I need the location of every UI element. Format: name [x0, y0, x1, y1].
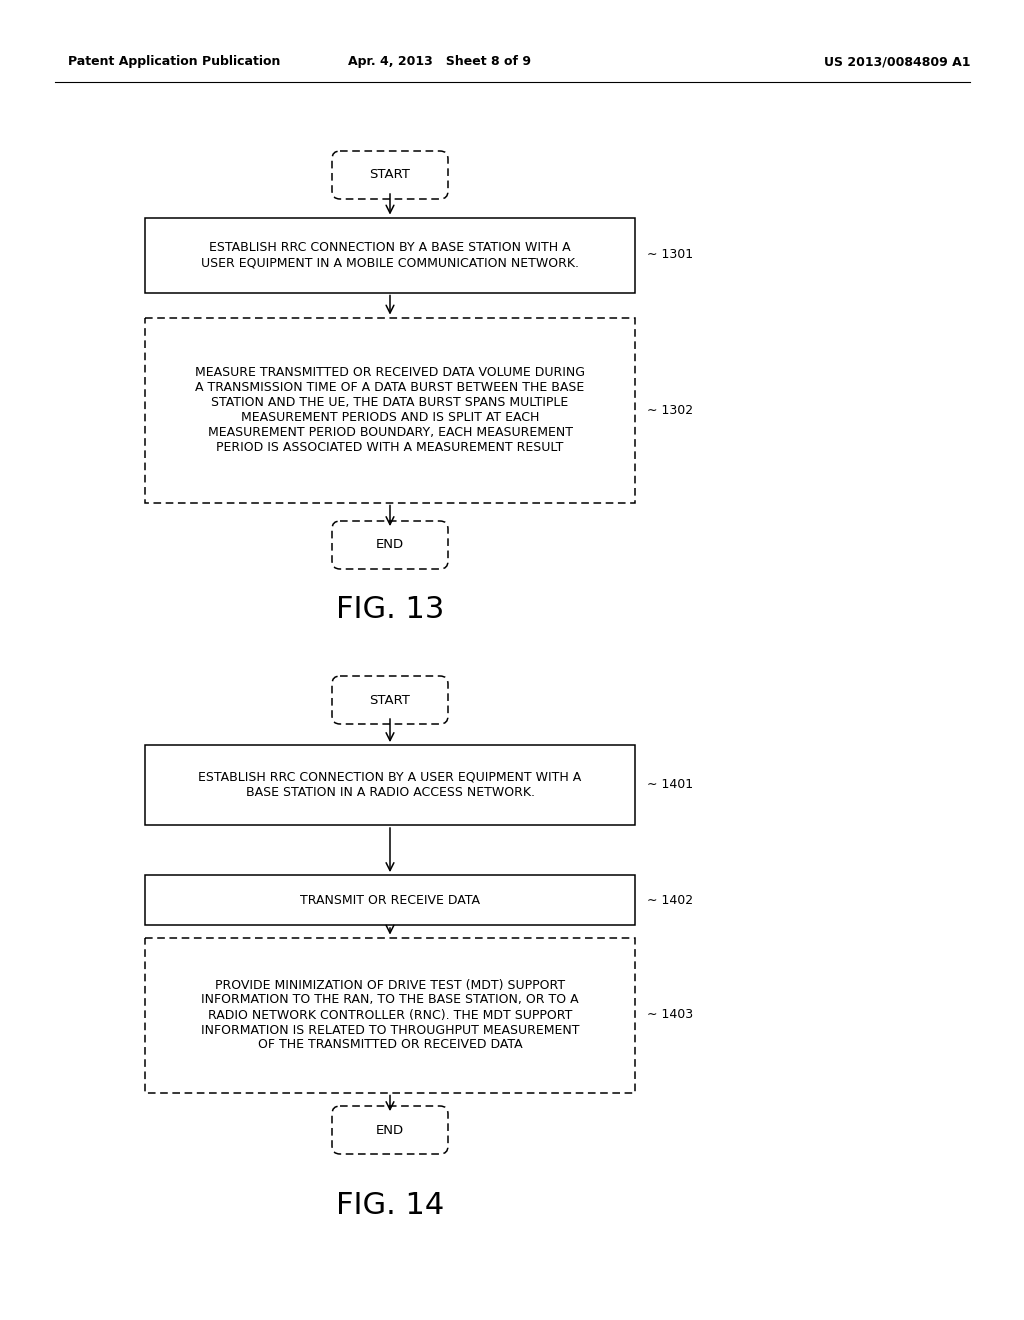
FancyBboxPatch shape [332, 1106, 449, 1154]
Text: ∼ 1403: ∼ 1403 [647, 1008, 693, 1022]
Text: ∼ 1302: ∼ 1302 [647, 404, 693, 417]
Text: FIG. 14: FIG. 14 [336, 1191, 444, 1220]
FancyBboxPatch shape [332, 521, 449, 569]
Text: END: END [376, 1123, 404, 1137]
Text: ESTABLISH RRC CONNECTION BY A USER EQUIPMENT WITH A
BASE STATION IN A RADIO ACCE: ESTABLISH RRC CONNECTION BY A USER EQUIP… [199, 771, 582, 799]
FancyBboxPatch shape [332, 676, 449, 723]
Bar [145, 318, 635, 503]
Text: Patent Application Publication: Patent Application Publication [68, 55, 281, 69]
Text: ∼ 1401: ∼ 1401 [647, 779, 693, 792]
Bar [145, 218, 635, 293]
Text: START: START [370, 169, 411, 181]
Text: FIG. 13: FIG. 13 [336, 595, 444, 624]
Text: MEASURE TRANSMITTED OR RECEIVED DATA VOLUME DURING
A TRANSMISSION TIME OF A DATA: MEASURE TRANSMITTED OR RECEIVED DATA VOL… [195, 366, 585, 454]
Text: ∼ 1301: ∼ 1301 [647, 248, 693, 261]
Bar [145, 875, 635, 925]
Text: START: START [370, 693, 411, 706]
Text: Apr. 4, 2013   Sheet 8 of 9: Apr. 4, 2013 Sheet 8 of 9 [348, 55, 531, 69]
FancyBboxPatch shape [332, 150, 449, 199]
Bar [145, 744, 635, 825]
Bar [145, 937, 635, 1093]
Text: PROVIDE MINIMIZATION OF DRIVE TEST (MDT) SUPPORT
INFORMATION TO THE RAN, TO THE : PROVIDE MINIMIZATION OF DRIVE TEST (MDT)… [201, 978, 580, 1052]
Text: ∼ 1402: ∼ 1402 [647, 894, 693, 907]
Text: ESTABLISH RRC CONNECTION BY A BASE STATION WITH A
USER EQUIPMENT IN A MOBILE COM: ESTABLISH RRC CONNECTION BY A BASE STATI… [201, 242, 579, 269]
Text: US 2013/0084809 A1: US 2013/0084809 A1 [823, 55, 970, 69]
Text: TRANSMIT OR RECEIVE DATA: TRANSMIT OR RECEIVE DATA [300, 894, 480, 907]
Text: END: END [376, 539, 404, 552]
